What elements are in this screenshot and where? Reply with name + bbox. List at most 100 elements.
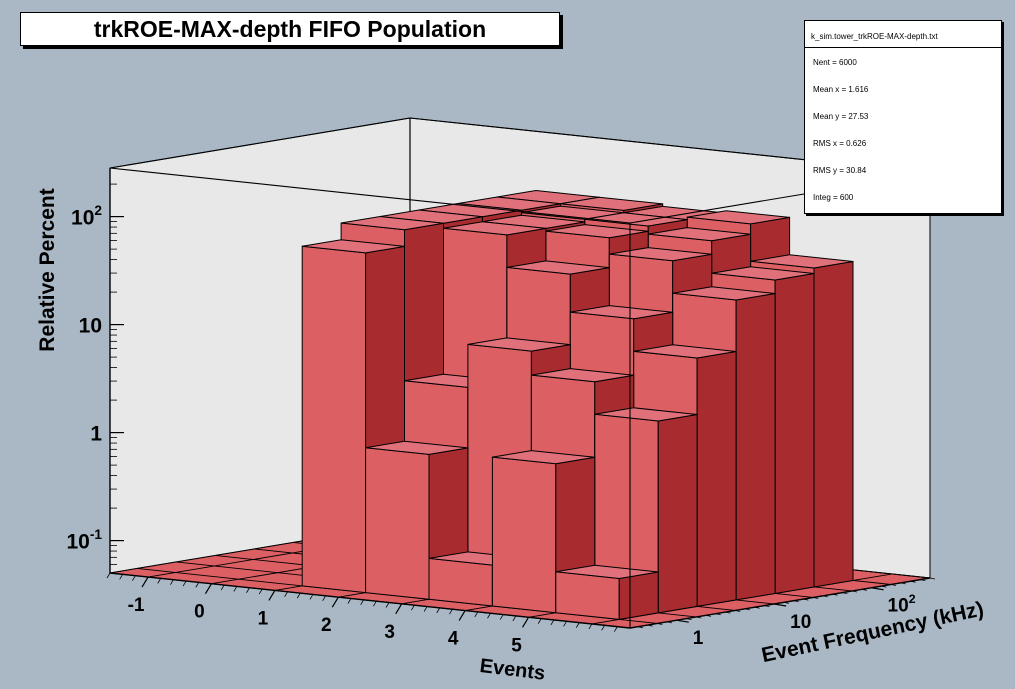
stats-separator: [805, 47, 1001, 48]
y-minor-tick: [910, 580, 916, 583]
y-minor-tick: [822, 595, 828, 598]
z-tick-label: 1: [90, 423, 102, 446]
bar-top-face: [560, 196, 663, 211]
x-axis-line: [109, 572, 631, 629]
x-minor-tick: [208, 583, 212, 589]
bar-front-face: [301, 245, 367, 594]
y-minor-tick: [676, 619, 682, 622]
y-minor-tick: [871, 587, 877, 590]
x-tick-label: 4: [448, 629, 459, 650]
x-minor-tick: [499, 614, 504, 620]
x-minor-tick: [296, 592, 301, 599]
bar-side-face: [735, 292, 776, 601]
y-minor-tick: [803, 598, 809, 601]
x-minor-tick: [246, 587, 250, 593]
x-minor-tick: [322, 595, 326, 602]
bar-top-face: [545, 224, 649, 239]
x-minor-tick: [360, 599, 365, 606]
bar-top-face: [633, 344, 737, 359]
bar-top-face: [609, 247, 712, 262]
y-minor-tick: [774, 603, 780, 606]
y-minor-tick: [705, 614, 712, 617]
y-minor-tick: [686, 618, 692, 620]
y-minor-tick: [890, 584, 897, 586]
bars: [301, 189, 854, 620]
bar-front-face: [428, 557, 493, 607]
bar-top-face: [711, 266, 815, 281]
chart-title: trkROE-MAX-depth FIFO Population: [20, 12, 560, 46]
box-edge: [109, 167, 631, 224]
x-minor-tick: [588, 623, 593, 630]
y-axis-line: [629, 577, 931, 629]
x-minor-tick: [461, 610, 466, 616]
stats-mean-x: Mean x = 1.616: [813, 85, 869, 94]
y-minor-tick: [666, 621, 673, 624]
x-minor-tick: [423, 606, 428, 612]
bar-side-face: [696, 350, 737, 607]
x-minor-tick: [144, 576, 149, 583]
z-tick-label: 10-1: [67, 527, 103, 553]
y-minor-tick: [696, 616, 702, 619]
x-minor-tick: [106, 572, 111, 579]
x-minor-tick: [233, 586, 238, 592]
x-minor-tick: [170, 579, 174, 585]
x-minor-tick: [258, 588, 263, 595]
y-minor-tick: [754, 606, 760, 609]
bar-top-face: [584, 212, 688, 227]
y-minor-tick: [647, 624, 653, 627]
chart-title-text: trkROE-MAX-depth FIFO Population: [93, 15, 487, 42]
x-minor-tick: [182, 580, 187, 587]
y-minor-tick: [744, 608, 751, 611]
x-tick-label: 5: [511, 635, 522, 656]
x-minor-tick: [575, 622, 580, 628]
x-axis-title: Events: [479, 655, 547, 685]
bar-top-face: [302, 239, 405, 254]
x-minor-tick: [436, 607, 441, 614]
x-minor-tick: [119, 574, 124, 580]
bar-top-face: [506, 260, 610, 275]
bar-top-face: [750, 254, 854, 269]
y-minor-tick: [657, 623, 663, 625]
bar-top-face: [594, 407, 698, 422]
x-minor-tick: [132, 575, 136, 581]
x-minor-tick: [449, 609, 453, 615]
y-tick-label: 10: [790, 612, 811, 633]
bar-front-face: [555, 571, 620, 620]
stats-integral: Integ = 600: [813, 193, 854, 202]
bar-top-face: [672, 286, 776, 301]
y-minor-tick: [920, 579, 926, 582]
stats-rms-x: RMS x = 0.626: [813, 139, 867, 148]
x-tick-label: 3: [384, 622, 395, 643]
y-minor-tick: [851, 590, 858, 593]
y-minor-tick: [813, 597, 819, 599]
x-minor-tick: [220, 584, 225, 591]
y-minor-tick: [783, 601, 789, 604]
y-minor-tick: [725, 611, 731, 614]
bar-front-face: [491, 456, 557, 614]
x-minor-tick: [525, 617, 529, 623]
x-minor-tick: [398, 603, 403, 610]
stats-name: k_sim.tower_trkROE-MAX-depth.txt: [811, 32, 938, 41]
x-minor-tick: [347, 598, 352, 604]
x-tick-label: 2: [321, 615, 332, 636]
x-minor-tick: [271, 590, 276, 596]
x-minor-tick: [385, 602, 390, 608]
bar-top-face: [648, 227, 751, 242]
y-tick-label: 102: [888, 592, 916, 617]
y-tick-label: 1: [693, 628, 704, 649]
bar: [555, 564, 659, 620]
x-tick-label: 1: [258, 608, 269, 629]
bar-side-face: [774, 272, 815, 595]
x-minor-tick: [550, 619, 555, 626]
z-axis-title: Relative Percent: [36, 188, 59, 351]
x-minor-tick: [613, 626, 618, 632]
stats-mean-y: Mean y = 27.53: [813, 112, 869, 121]
x-minor-tick: [563, 621, 567, 627]
x-minor-tick: [474, 611, 479, 618]
bar: [594, 407, 698, 614]
y-minor-tick: [861, 588, 867, 591]
bar-side-face: [813, 260, 854, 588]
tick-exponent: 2: [909, 592, 916, 606]
x-minor-tick: [157, 578, 162, 584]
